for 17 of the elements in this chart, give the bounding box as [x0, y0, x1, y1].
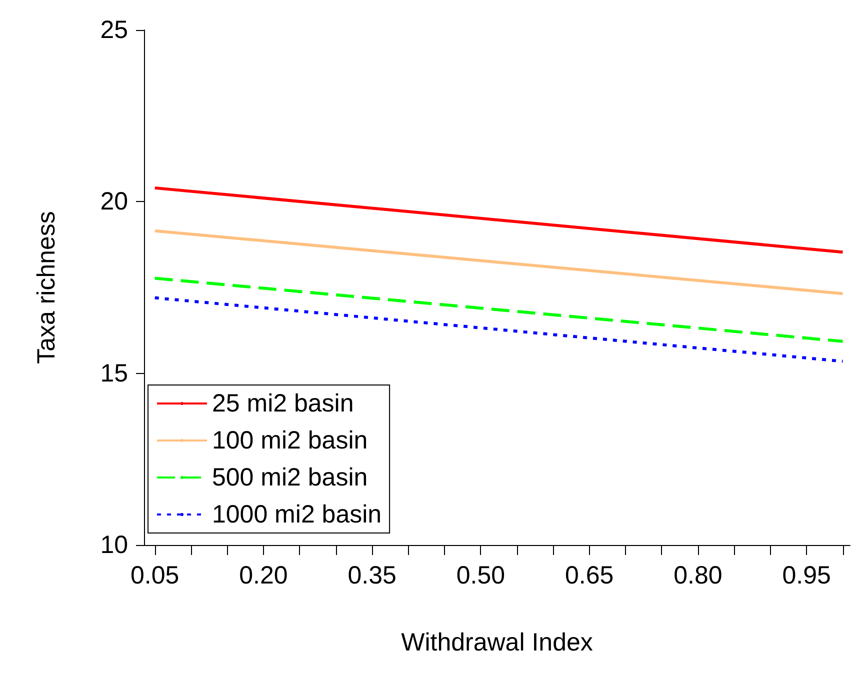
x-tick-label: 0.80 [674, 562, 722, 590]
legend-label: 1000 mi2 basin [212, 500, 382, 528]
x-tick-label: 0.05 [130, 562, 180, 590]
legend-label: 500 mi2 basin [212, 464, 368, 492]
x-tick-label: 0.35 [348, 562, 396, 590]
y-tick-label: 15 [100, 359, 128, 388]
x-tick-label: 0.50 [456, 562, 506, 590]
x-axis-title: Withdrawal Index [401, 628, 594, 656]
legend-label: 100 mi2 basin [212, 426, 368, 454]
y-axis-title: Taxa richness [32, 211, 60, 364]
y-tick-label: 10 [100, 531, 128, 559]
legend-label: 25 mi2 basin [212, 390, 354, 418]
y-tick-label: 25 [100, 16, 128, 44]
x-tick-label: 0.20 [239, 562, 288, 590]
y-tick-label: 20 [100, 188, 128, 216]
x-tick-label: 0.95 [782, 562, 831, 590]
x-tick-label: 0.65 [564, 562, 614, 590]
